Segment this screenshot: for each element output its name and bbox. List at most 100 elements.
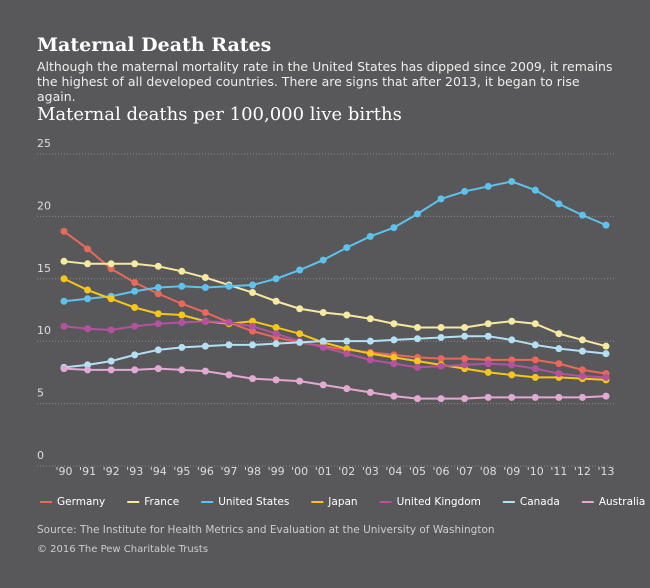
x-tick-label: '91 [79,465,96,478]
point [131,303,139,311]
point [508,317,516,325]
y-tick-label: 15 [37,262,51,275]
point [508,356,516,364]
point [154,290,162,298]
point [319,381,327,389]
point [178,300,186,308]
point [225,371,233,379]
x-tick-label: '09 [503,465,520,478]
x-tick-label: '08 [480,465,497,478]
point [60,365,68,373]
point [249,322,257,330]
subtitle: Although the maternal mortality rate in … [37,59,613,104]
point [296,377,304,385]
x-tick-label: '90 [55,465,72,478]
series-line [63,320,607,379]
point [60,275,68,283]
point [413,395,421,403]
point [578,372,586,380]
point [508,361,516,369]
point [484,332,492,340]
point [437,195,445,203]
point [272,297,280,305]
legend-label: Canada [520,496,560,508]
point [154,262,162,270]
x-tick-label: '92 [103,465,120,478]
point [366,315,374,323]
point [578,347,586,355]
point [225,282,233,290]
series-line [63,260,607,348]
point [131,366,139,374]
point [60,257,68,265]
legend-label: Japan [327,496,357,508]
point [413,363,421,371]
point [413,357,421,365]
point [272,340,280,348]
point [107,366,115,374]
point [366,232,374,240]
title: Maternal Death Rates [37,34,272,56]
point [154,310,162,318]
point [366,350,374,358]
point [319,337,327,345]
point [84,361,92,369]
legend-label: Australia [599,496,645,508]
point [154,320,162,328]
point [131,322,139,330]
point [413,210,421,218]
x-tick-label: '02 [338,465,355,478]
point [249,327,257,335]
point [390,320,398,328]
point [107,265,115,273]
x-tick-label: '05 [409,465,426,478]
point [602,373,610,381]
point [60,297,68,305]
point [201,308,209,316]
legend-label: United States [218,496,289,508]
point [131,351,139,359]
point [107,357,115,365]
x-tick-label: '13 [597,465,614,478]
point [390,392,398,400]
point [390,224,398,232]
point [531,373,539,381]
point [555,393,563,401]
point [201,284,209,292]
point [178,282,186,290]
series-line [63,367,607,400]
point [531,186,539,194]
point [508,393,516,401]
point [484,360,492,368]
point [178,343,186,351]
point [437,362,445,370]
y-tick-label: 20 [37,199,51,212]
series-line [63,230,607,375]
point [413,323,421,331]
point [296,305,304,313]
point [296,338,304,346]
y-tick-label: 25 [37,137,51,150]
legend-label: Germany [57,496,105,508]
point [461,395,469,403]
point [178,267,186,275]
point [296,266,304,274]
point [131,260,139,268]
point [343,311,351,319]
y-tick-label: 0 [37,449,44,462]
point [249,281,257,289]
x-tick-label: '00 [291,465,308,478]
point [272,323,280,331]
point [154,346,162,354]
series-line [63,277,607,381]
point [390,360,398,368]
x-tick-label: '95 [173,465,190,478]
point [343,385,351,393]
point [319,308,327,316]
x-tick-label: '07 [456,465,473,478]
point [225,318,233,326]
point [201,367,209,375]
point [84,260,92,268]
